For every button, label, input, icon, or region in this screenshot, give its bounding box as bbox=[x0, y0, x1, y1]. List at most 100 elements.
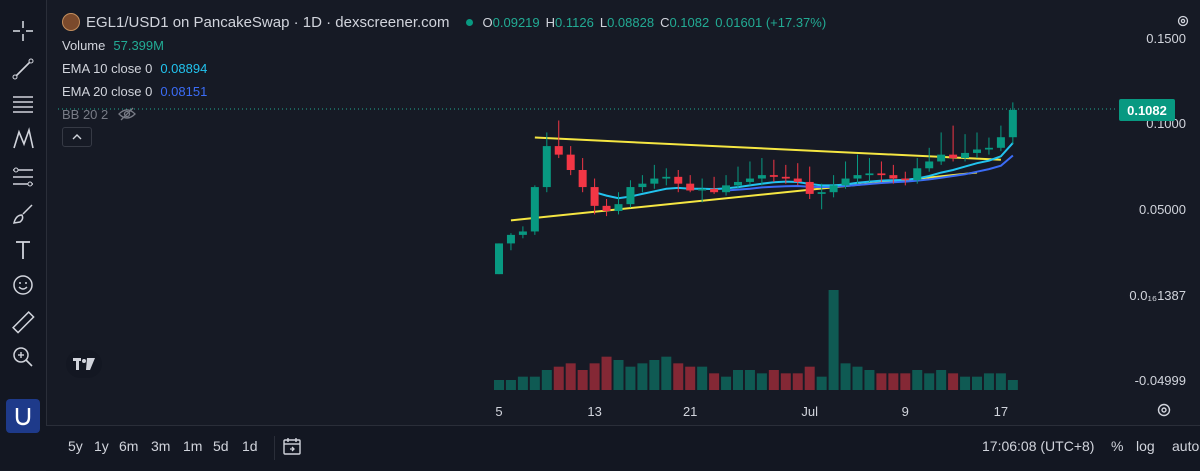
indicator-row[interactable]: Volume 57.399M bbox=[62, 35, 832, 55]
indicator-row[interactable]: EMA 20 close 0 0.08151 bbox=[62, 81, 832, 101]
price-chart[interactable] bbox=[58, 0, 1118, 425]
time-axis[interactable]: 5 13 21 Jul 9 17 bbox=[58, 396, 1118, 422]
chevron-up-icon bbox=[72, 134, 82, 140]
range-6m[interactable]: 6m bbox=[119, 438, 139, 454]
tool-ruler[interactable] bbox=[6, 305, 40, 339]
candle bbox=[817, 183, 826, 210]
candle bbox=[949, 125, 958, 162]
candle-body bbox=[901, 178, 910, 181]
tool-brush[interactable] bbox=[6, 197, 40, 231]
candle-body bbox=[973, 149, 981, 153]
ema-lines bbox=[594, 142, 1014, 200]
time-axis-label: 13 bbox=[587, 404, 602, 419]
drawing-toolbar bbox=[0, 0, 46, 470]
price-axis-label: -0.04999 bbox=[1134, 373, 1186, 388]
candle bbox=[829, 175, 838, 198]
ruler-icon bbox=[12, 311, 35, 334]
candle bbox=[638, 175, 647, 193]
price-axis[interactable]: 0.1500 0.1000 0.05000 0.0₁₆1387 -0.04999 bbox=[1118, 0, 1200, 425]
range-1y[interactable]: 1y bbox=[94, 438, 109, 454]
range-1m[interactable]: 1m bbox=[183, 438, 203, 454]
bb-label: BB 20 2 bbox=[62, 106, 109, 122]
volume-bar bbox=[972, 376, 982, 390]
volume-bar bbox=[577, 370, 588, 390]
volume-bar bbox=[613, 360, 624, 390]
volume-bar bbox=[912, 370, 923, 390]
candle bbox=[745, 161, 754, 186]
candle bbox=[853, 154, 862, 184]
settings-gear-icon[interactable] bbox=[1176, 14, 1190, 28]
candle bbox=[769, 159, 778, 182]
candle-body bbox=[757, 175, 766, 179]
volume-bar bbox=[780, 373, 791, 390]
candle-body bbox=[984, 147, 993, 150]
tool-magnet[interactable] bbox=[6, 399, 40, 433]
volume-bar bbox=[685, 366, 696, 390]
volume-bar bbox=[661, 356, 672, 390]
candle-body bbox=[530, 187, 539, 232]
volume-bar bbox=[517, 376, 528, 390]
candle bbox=[495, 243, 503, 275]
candle bbox=[996, 125, 1005, 152]
candle-body bbox=[925, 161, 934, 169]
volume-bar bbox=[995, 373, 1006, 390]
candle bbox=[865, 158, 874, 182]
candle bbox=[722, 175, 731, 196]
candle-body bbox=[996, 137, 1005, 148]
candle bbox=[518, 226, 527, 239]
candle-body bbox=[734, 181, 742, 186]
indicator-row[interactable]: EMA 10 close 0 0.08894 bbox=[62, 58, 832, 78]
tool-zoom-in[interactable] bbox=[6, 340, 40, 374]
clock[interactable]: 17:06:08 (UTC+8) bbox=[982, 438, 1095, 454]
candle bbox=[542, 132, 551, 193]
bb-indicator[interactable]: BB 20 2 bbox=[62, 104, 832, 124]
volume-bar bbox=[983, 373, 994, 390]
candle-body bbox=[674, 176, 683, 184]
candle-body bbox=[805, 181, 814, 194]
axis-option-auto[interactable]: auto bbox=[1172, 438, 1200, 454]
axis-settings-icon[interactable] bbox=[1156, 402, 1172, 418]
volume-bar bbox=[888, 373, 899, 390]
volume-bar bbox=[828, 290, 839, 390]
tv-logo-icon bbox=[73, 358, 95, 370]
volume-bar bbox=[673, 363, 684, 390]
tool-text[interactable] bbox=[6, 233, 40, 267]
axis-option-percent[interactable]: % bbox=[1111, 438, 1124, 454]
volume-bar bbox=[601, 356, 612, 390]
range-1d[interactable]: 1d bbox=[242, 438, 258, 454]
candle-body bbox=[710, 188, 719, 193]
trend-line[interactable] bbox=[534, 136, 1001, 161]
candle bbox=[901, 171, 910, 186]
volume-bar bbox=[529, 376, 540, 390]
collapse-legend-button[interactable] bbox=[62, 127, 92, 147]
axis-option-log[interactable]: log bbox=[1136, 438, 1155, 454]
indicator-list: Volume 57.399M EMA 10 close 0 0.08894 EMA 20… bbox=[62, 35, 832, 101]
tool-pattern[interactable] bbox=[6, 122, 40, 156]
candle-body bbox=[781, 176, 790, 179]
volume-bar bbox=[625, 366, 636, 390]
ohlc-key: H bbox=[545, 14, 556, 30]
candle-body bbox=[554, 146, 563, 155]
tool-horizontal-lines[interactable] bbox=[6, 87, 40, 121]
separator bbox=[274, 436, 275, 460]
candle-body bbox=[769, 175, 778, 177]
range-3m[interactable]: 3m bbox=[151, 438, 171, 454]
range-5y[interactable]: 5y bbox=[68, 438, 83, 454]
ema20-line bbox=[725, 154, 1014, 192]
range-5d[interactable]: 5d bbox=[213, 438, 229, 454]
tool-trend-line[interactable] bbox=[6, 52, 40, 86]
tradingview-logo[interactable] bbox=[66, 350, 102, 378]
candle bbox=[650, 164, 659, 189]
candle-body bbox=[1008, 109, 1017, 138]
candle bbox=[614, 192, 623, 215]
tool-crosshair[interactable] bbox=[6, 14, 40, 48]
volume-bar bbox=[721, 376, 732, 390]
candle-body bbox=[913, 168, 922, 181]
candle-body bbox=[877, 173, 886, 176]
tool-fib[interactable] bbox=[6, 160, 40, 194]
hidden-eye-icon[interactable] bbox=[118, 107, 137, 121]
candle bbox=[913, 158, 922, 184]
symbol-title[interactable]: EGL1/USD1 on PancakeSwap · 1D · dexscree… bbox=[86, 13, 450, 31]
date-range-button[interactable] bbox=[282, 436, 302, 461]
tool-emoji[interactable] bbox=[6, 268, 40, 302]
